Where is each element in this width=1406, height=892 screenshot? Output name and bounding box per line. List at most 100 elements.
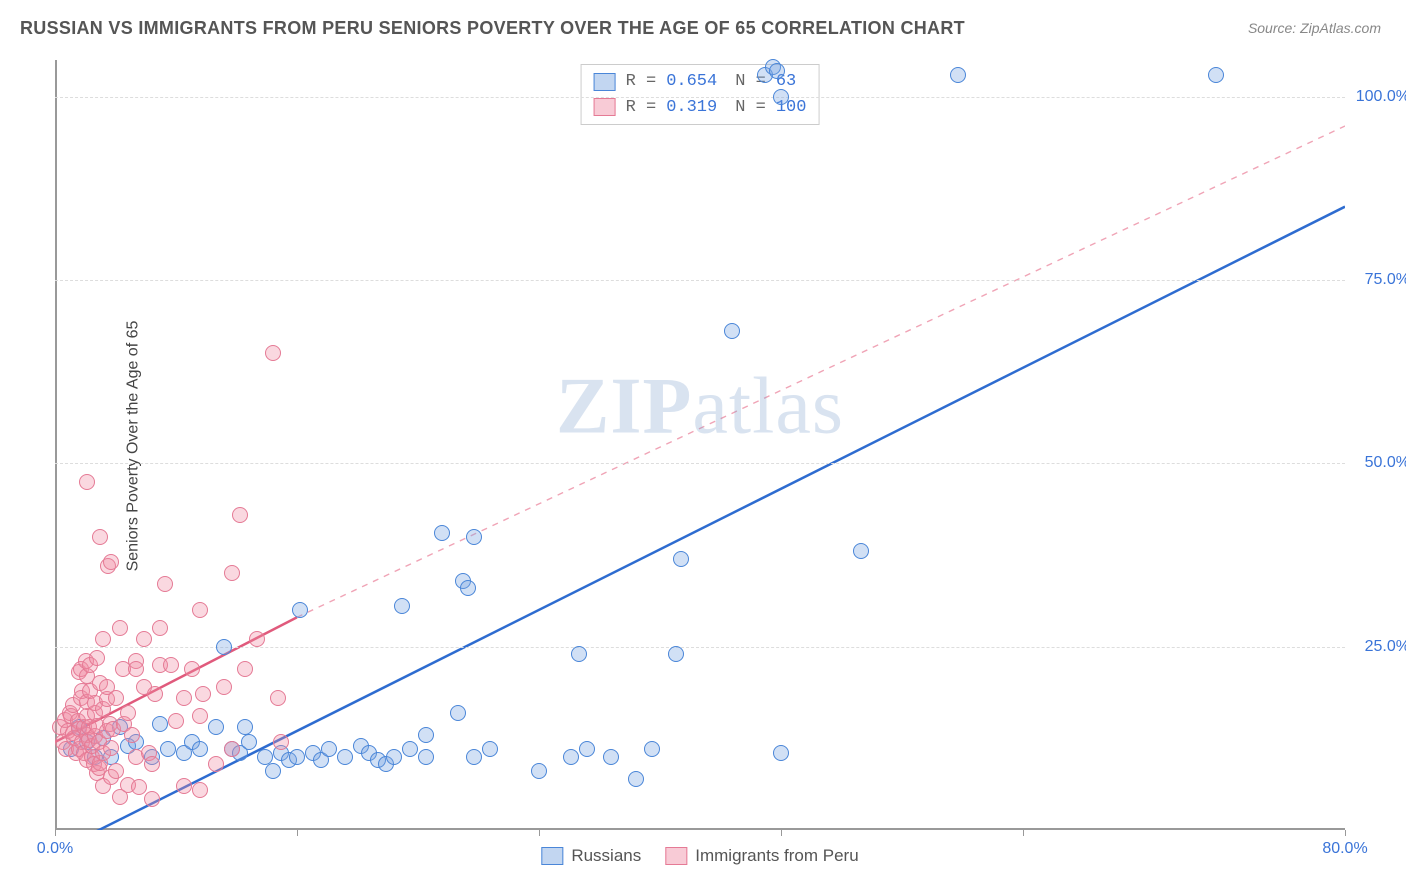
source-attribution: Source: ZipAtlas.com <box>1248 20 1381 36</box>
legend-swatch <box>594 73 616 91</box>
x-tick-mark <box>1023 830 1024 836</box>
data-point <box>208 756 224 772</box>
legend-swatch <box>541 847 563 865</box>
data-point <box>289 749 305 765</box>
legend-label: Immigrants from Peru <box>695 846 858 866</box>
data-point <box>460 580 476 596</box>
series-legend: Russians Immigrants from Peru <box>541 846 858 866</box>
data-point <box>773 89 789 105</box>
data-point <box>628 771 644 787</box>
r-value: 0.319 <box>666 95 717 121</box>
data-point <box>563 749 579 765</box>
data-point <box>668 646 684 662</box>
data-point <box>195 686 211 702</box>
x-tick-label: 80.0% <box>1322 840 1367 858</box>
y-tick-label: 25.0% <box>1365 638 1406 656</box>
data-point <box>434 525 450 541</box>
data-point <box>482 741 498 757</box>
data-point <box>103 554 119 570</box>
r-value: 0.654 <box>666 69 717 95</box>
data-point <box>128 661 144 677</box>
trend-lines <box>55 60 1345 830</box>
legend-item: Russians <box>541 846 641 866</box>
data-point <box>124 727 140 743</box>
data-point <box>644 741 660 757</box>
data-point <box>108 763 124 779</box>
data-point <box>337 749 353 765</box>
data-point <box>386 749 402 765</box>
data-point <box>292 602 308 618</box>
data-point <box>112 620 128 636</box>
data-point <box>131 779 147 795</box>
data-point <box>224 565 240 581</box>
data-point <box>402 741 418 757</box>
n-label: N = <box>735 95 766 121</box>
watermark-zip: ZIP <box>556 362 692 450</box>
r-label: R = <box>626 69 657 95</box>
y-tick-label: 100.0% <box>1356 88 1406 106</box>
legend-item: Immigrants from Peru <box>665 846 858 866</box>
data-point <box>466 529 482 545</box>
legend-swatch <box>594 98 616 116</box>
data-point <box>418 727 434 743</box>
x-tick-mark <box>539 830 540 836</box>
data-point <box>769 63 785 79</box>
x-tick-mark <box>781 830 782 836</box>
data-point <box>224 741 240 757</box>
data-point <box>192 782 208 798</box>
data-point <box>136 631 152 647</box>
data-point <box>1208 67 1224 83</box>
data-point <box>418 749 434 765</box>
data-point <box>216 639 232 655</box>
gridline <box>55 280 1345 281</box>
data-point <box>192 602 208 618</box>
data-point <box>92 529 108 545</box>
data-point <box>103 740 119 756</box>
data-point <box>853 543 869 559</box>
data-point <box>394 598 410 614</box>
data-point <box>673 551 689 567</box>
watermark-atlas: atlas <box>692 362 844 450</box>
data-point <box>157 576 173 592</box>
x-axis-line <box>55 828 1345 830</box>
data-point <box>237 719 253 735</box>
data-point <box>232 507 248 523</box>
data-point <box>216 679 232 695</box>
data-point <box>160 741 176 757</box>
data-point <box>184 661 200 677</box>
data-point <box>168 713 184 729</box>
gridline <box>55 97 1345 98</box>
x-tick-mark <box>55 830 56 836</box>
data-point <box>144 756 160 772</box>
data-point <box>192 741 208 757</box>
plot-region: ZIPatlas R =0.654N = 63R =0.319N =100 25… <box>55 60 1345 830</box>
chart-title: RUSSIAN VS IMMIGRANTS FROM PERU SENIORS … <box>20 18 965 39</box>
gridline <box>55 463 1345 464</box>
data-point <box>265 345 281 361</box>
data-point <box>108 690 124 706</box>
data-point <box>257 749 273 765</box>
legend-swatch <box>665 847 687 865</box>
data-point <box>249 631 265 647</box>
x-tick-mark <box>297 830 298 836</box>
data-point <box>571 646 587 662</box>
data-point <box>95 631 111 647</box>
x-tick-mark <box>1345 830 1346 836</box>
data-point <box>176 690 192 706</box>
data-point <box>79 474 95 490</box>
chart-area: ZIPatlas R =0.654N = 63R =0.319N =100 25… <box>55 60 1345 830</box>
y-tick-label: 75.0% <box>1365 271 1406 289</box>
data-point <box>241 734 257 750</box>
y-tick-label: 50.0% <box>1365 454 1406 472</box>
data-point <box>152 716 168 732</box>
data-point <box>152 620 168 636</box>
r-label: R = <box>626 95 657 121</box>
data-point <box>531 763 547 779</box>
data-point <box>163 657 179 673</box>
data-point <box>237 661 253 677</box>
data-point <box>603 749 619 765</box>
data-point <box>89 650 105 666</box>
data-point <box>265 763 281 779</box>
data-point <box>321 741 337 757</box>
data-point <box>579 741 595 757</box>
